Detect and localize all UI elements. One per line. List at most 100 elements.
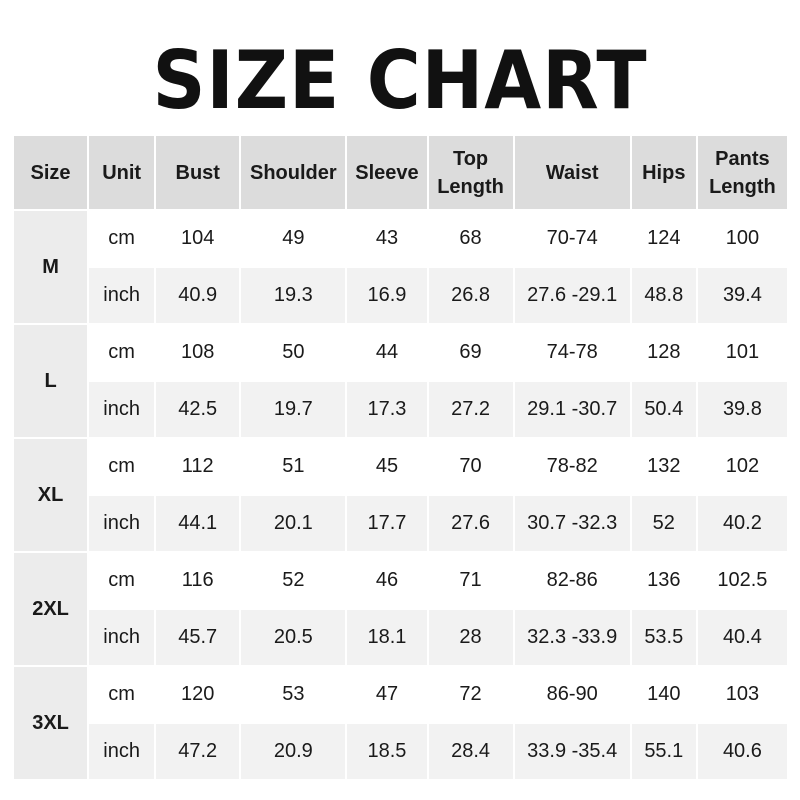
value-cell: 27.6 -29.1 [514,268,630,323]
value-cell: 124 [631,211,696,266]
value-cell: 102 [697,439,787,494]
size-label: 3XL [14,667,88,779]
unit-cell: inch [89,724,155,779]
value-cell: 116 [156,553,240,608]
value-cell: 49 [241,211,346,266]
table-row: 3XL cm 120 53 47 72 86-90 140 103 [14,667,787,779]
column-header-sleeve: Sleeve [347,136,427,209]
table-row: inch 45.7 20.5 18.1 28 32.3 -33.9 53.5 40.4 [14,610,787,665]
value-cell: 40.2 [697,496,787,551]
value-cell: 20.1 [241,496,346,551]
value-cell: 46 [347,553,427,608]
column-header-waist: Waist [514,136,630,209]
unit-cell: inch [89,268,155,323]
column-header-top-length: Top Length [428,136,513,209]
value-cell: 86-90 [514,667,630,722]
value-cell: 47 [347,667,427,722]
size-label: M [14,211,88,323]
value-cell: 16.9 [347,268,427,323]
value-cell: 108 [156,325,240,380]
value-cell: 40.4 [697,610,787,665]
unit-cell: cm [89,553,155,608]
value-cell: 39.4 [697,268,787,323]
size-label: L [14,325,88,437]
header-row: Size Unit Bust Shoulder Sleeve Top Length Wais… [14,136,787,209]
value-cell: 40.9 [156,268,240,323]
value-cell: 72 [428,667,513,722]
value-cell: 69 [428,325,513,380]
value-cell: 18.1 [347,610,427,665]
unit-cell: cm [89,439,155,494]
table-row: inch 47.2 20.9 18.5 28.4 33.9 -35.4 55.1 40.6 [14,724,787,779]
value-cell: 32.3 -33.9 [514,610,630,665]
value-cell: 71 [428,553,513,608]
page-title: SIZE CHART [152,34,648,127]
value-cell: 55.1 [631,724,696,779]
value-cell: 53.5 [631,610,696,665]
value-cell: 70 [428,439,513,494]
value-cell: 82-86 [514,553,630,608]
column-header-bust: Bust [156,136,240,209]
value-cell: 136 [631,553,696,608]
value-cell: 112 [156,439,240,494]
table-row: XL cm 112 51 45 70 78-82 132 102 [14,439,787,551]
value-cell: 19.7 [241,382,346,437]
value-cell: 45 [347,439,427,494]
value-cell: 28.4 [428,724,513,779]
column-header-hips: Hips [631,136,696,209]
unit-cell: inch [89,496,155,551]
value-cell: 40.6 [697,724,787,779]
table-row: inch 44.1 20.1 17.7 27.6 30.7 -32.3 52 40.2 [14,496,787,551]
value-cell: 27.2 [428,382,513,437]
value-cell: 45.7 [156,610,240,665]
value-cell: 26.8 [428,268,513,323]
value-cell: 47.2 [156,724,240,779]
value-cell: 128 [631,325,696,380]
size-label: XL [14,439,88,551]
value-cell: 74-78 [514,325,630,380]
value-cell: 20.5 [241,610,346,665]
unit-cell: cm [89,211,155,266]
value-cell: 104 [156,211,240,266]
unit-cell: inch [89,382,155,437]
column-header-unit: Unit [89,136,155,209]
column-header-shoulder: Shoulder [241,136,346,209]
table-row: inch 42.5 19.7 17.3 27.2 29.1 -30.7 50.4 39.8 [14,382,787,437]
value-cell: 27.6 [428,496,513,551]
value-cell: 51 [241,439,346,494]
value-cell: 29.1 -30.7 [514,382,630,437]
value-cell: 30.7 -32.3 [514,496,630,551]
value-cell: 50 [241,325,346,380]
value-cell: 20.9 [241,724,346,779]
column-header-size: Size [14,136,88,209]
size-label: 2XL [14,553,88,665]
unit-cell: inch [89,610,155,665]
value-cell: 103 [697,667,787,722]
value-cell: 17.3 [347,382,427,437]
value-cell: 120 [156,667,240,722]
value-cell: 42.5 [156,382,240,437]
value-cell: 70-74 [514,211,630,266]
value-cell: 43 [347,211,427,266]
value-cell: 78-82 [514,439,630,494]
value-cell: 101 [697,325,787,380]
value-cell: 52 [241,553,346,608]
value-cell: 28 [428,610,513,665]
value-cell: 39.8 [697,382,787,437]
table-row: inch 40.9 19.3 16.9 26.8 27.6 -29.1 48.8 39.4 [14,268,787,323]
value-cell: 53 [241,667,346,722]
table-row: 2XL cm 116 52 46 71 82-86 136 102.5 [14,553,787,665]
value-cell: 140 [631,667,696,722]
value-cell: 102.5 [697,553,787,608]
value-cell: 132 [631,439,696,494]
value-cell: 44 [347,325,427,380]
unit-cell: cm [89,325,155,380]
value-cell: 44.1 [156,496,240,551]
value-cell: 48.8 [631,268,696,323]
size-chart-table: Size Unit Bust Shoulder Sleeve Top Length Wais… [12,134,789,781]
column-header-pants-length: Pants Length [697,136,787,209]
value-cell: 33.9 -35.4 [514,724,630,779]
value-cell: 52 [631,496,696,551]
